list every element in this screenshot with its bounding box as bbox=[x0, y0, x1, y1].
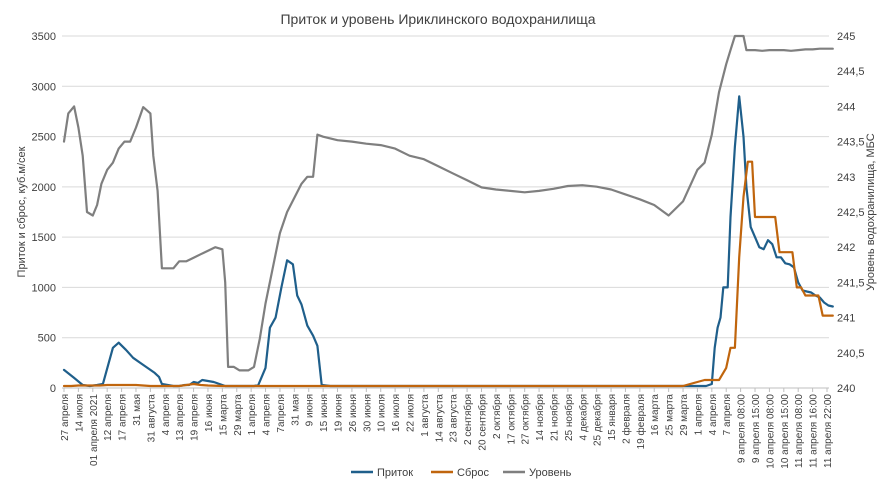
left-y-axis: 0 500 1000 1500 2000 2500 3000 3500 bbox=[32, 31, 56, 395]
legend-label-inflow: Приток bbox=[377, 467, 413, 479]
x-tick-label: 11 апреля 08:00 bbox=[794, 394, 805, 468]
right-tick-label: 240,5 bbox=[837, 348, 865, 360]
right-tick-label: 242,5 bbox=[837, 207, 865, 219]
x-tick-label: 4 декабря bbox=[577, 394, 589, 440]
x-tick-label: 9 июня bbox=[305, 394, 316, 426]
x-tick-label: 10 апреля 15:00 bbox=[780, 394, 791, 469]
x-tick-label: 11 апреля 22:00 bbox=[823, 394, 834, 468]
x-tick-label: 26 июня bbox=[348, 394, 359, 432]
x-tick-label: 31 мая bbox=[290, 394, 301, 426]
x-tick-label: 19 февраля bbox=[635, 394, 647, 449]
chart-title: Приток и уровень Ириклинского водохранил… bbox=[280, 11, 595, 27]
x-tick-label: 4 апреля bbox=[262, 394, 273, 435]
x-tick-label: 27 октября bbox=[520, 394, 532, 445]
x-tick-label: 01 апреля 2021 bbox=[89, 394, 100, 466]
right-tick-label: 243 bbox=[837, 172, 855, 184]
right-tick-label: 244 bbox=[837, 101, 855, 113]
left-tick-label: 1000 bbox=[32, 282, 56, 294]
gridlines bbox=[62, 35, 829, 389]
x-tick-label: 14 июля bbox=[74, 394, 85, 432]
x-tick-label: 21 ноября bbox=[548, 394, 560, 441]
series-line-level bbox=[62, 34, 834, 372]
right-tick-label: 242 bbox=[837, 242, 855, 254]
x-tick-label: 10 апреля 08:00 bbox=[765, 394, 776, 469]
right-y-axis: 240 240,5 241 241,5 242 242,5 243 243,5 244 244,5… bbox=[837, 31, 865, 395]
x-tick-label: 1 апреля bbox=[693, 394, 704, 435]
left-tick-label: 0 bbox=[50, 383, 56, 395]
x-axis: 27 апреля 14 июля 01 апреля 2021 12 апреля 1… bbox=[60, 388, 834, 469]
x-tick-label: 16 июня bbox=[204, 394, 215, 432]
right-tick-label: 244,5 bbox=[837, 66, 865, 78]
x-tick-label: 25 декабря bbox=[592, 394, 604, 446]
x-tick-label: 17 октября bbox=[505, 394, 517, 445]
x-tick-label: 15 января bbox=[607, 394, 618, 440]
x-tick-label: 23 августа bbox=[449, 394, 460, 443]
x-tick-label: 15 марта bbox=[218, 394, 229, 436]
right-tick-label: 240 bbox=[837, 383, 855, 395]
x-tick-label: 12 апреля bbox=[103, 394, 114, 441]
right-tick-label: 241 bbox=[837, 313, 855, 325]
left-tick-label: 2500 bbox=[32, 132, 56, 144]
x-tick-label: 2 февраля bbox=[620, 394, 632, 444]
left-tick-label: 2000 bbox=[32, 182, 56, 194]
left-tick-label: 500 bbox=[38, 333, 56, 345]
x-tick-label: 17 апреля bbox=[118, 394, 129, 441]
legend-label-level: Уровень bbox=[529, 467, 572, 479]
x-tick-label: 2 сентября bbox=[462, 394, 474, 445]
left-tick-label: 3500 bbox=[32, 31, 56, 43]
legend: Приток Сброс Уровень bbox=[351, 467, 572, 479]
x-tick-label: 19 июня bbox=[334, 394, 345, 432]
right-tick-label: 245 bbox=[837, 31, 855, 43]
left-axis-title: Приток и сброс, куб.м/сек bbox=[16, 146, 28, 277]
left-tick-label: 3000 bbox=[32, 81, 56, 93]
x-tick-label: 7 апреля bbox=[722, 394, 733, 435]
legend-label-discharge: Сброс bbox=[457, 467, 489, 479]
x-tick-label: 27 апреля bbox=[60, 394, 71, 441]
right-tick-label: 241,5 bbox=[837, 277, 865, 289]
series-line-inflow bbox=[62, 95, 834, 388]
x-tick-label: 10 июля bbox=[377, 394, 388, 432]
x-tick-label: 7апреля bbox=[276, 394, 287, 433]
left-tick-label: 1500 bbox=[32, 232, 56, 244]
x-tick-label: 25 ноября bbox=[563, 394, 575, 441]
x-tick-label: 16 марта bbox=[650, 394, 661, 436]
x-tick-label: 11 апреля 16:00 bbox=[809, 394, 820, 468]
x-tick-label: 29 марта bbox=[679, 394, 690, 436]
series-line-discharge bbox=[62, 160, 834, 388]
x-tick-label: 31 мая bbox=[132, 394, 143, 426]
x-tick-label: 19 апреля bbox=[190, 394, 201, 441]
x-tick-label: 29 марта bbox=[233, 394, 244, 436]
x-tick-label: 14 ноября bbox=[534, 394, 546, 441]
x-tick-label: 30 июня bbox=[362, 394, 373, 432]
x-tick-label: 2 октября bbox=[491, 394, 503, 439]
x-tick-label: 14 августа bbox=[434, 394, 445, 443]
x-tick-label: 16 июля bbox=[391, 394, 402, 432]
x-tick-label: 9 апреля 08:00 bbox=[737, 394, 748, 464]
series-lines bbox=[62, 34, 834, 388]
x-tick-label: 31 августа bbox=[146, 394, 157, 443]
right-tick-label: 243,5 bbox=[837, 137, 865, 149]
x-tick-label: 25 марта bbox=[665, 394, 676, 436]
x-tick-label: 15 июня bbox=[319, 394, 330, 432]
x-tick-label: 1 августа bbox=[420, 394, 431, 437]
x-tick-label: 13 апреля bbox=[175, 394, 186, 441]
x-tick-label: 22 июля bbox=[406, 394, 417, 432]
right-axis-title: Уровень водохранилища, МБС bbox=[865, 133, 877, 290]
x-tick-label: 9 апреля 15:00 bbox=[751, 394, 762, 464]
x-tick-label: 4 апреля bbox=[708, 394, 719, 435]
x-tick-label: 20 сентября bbox=[476, 394, 488, 451]
x-tick-label: 1 апреля bbox=[247, 394, 258, 435]
x-tick-label: 4 апреля bbox=[161, 394, 172, 435]
